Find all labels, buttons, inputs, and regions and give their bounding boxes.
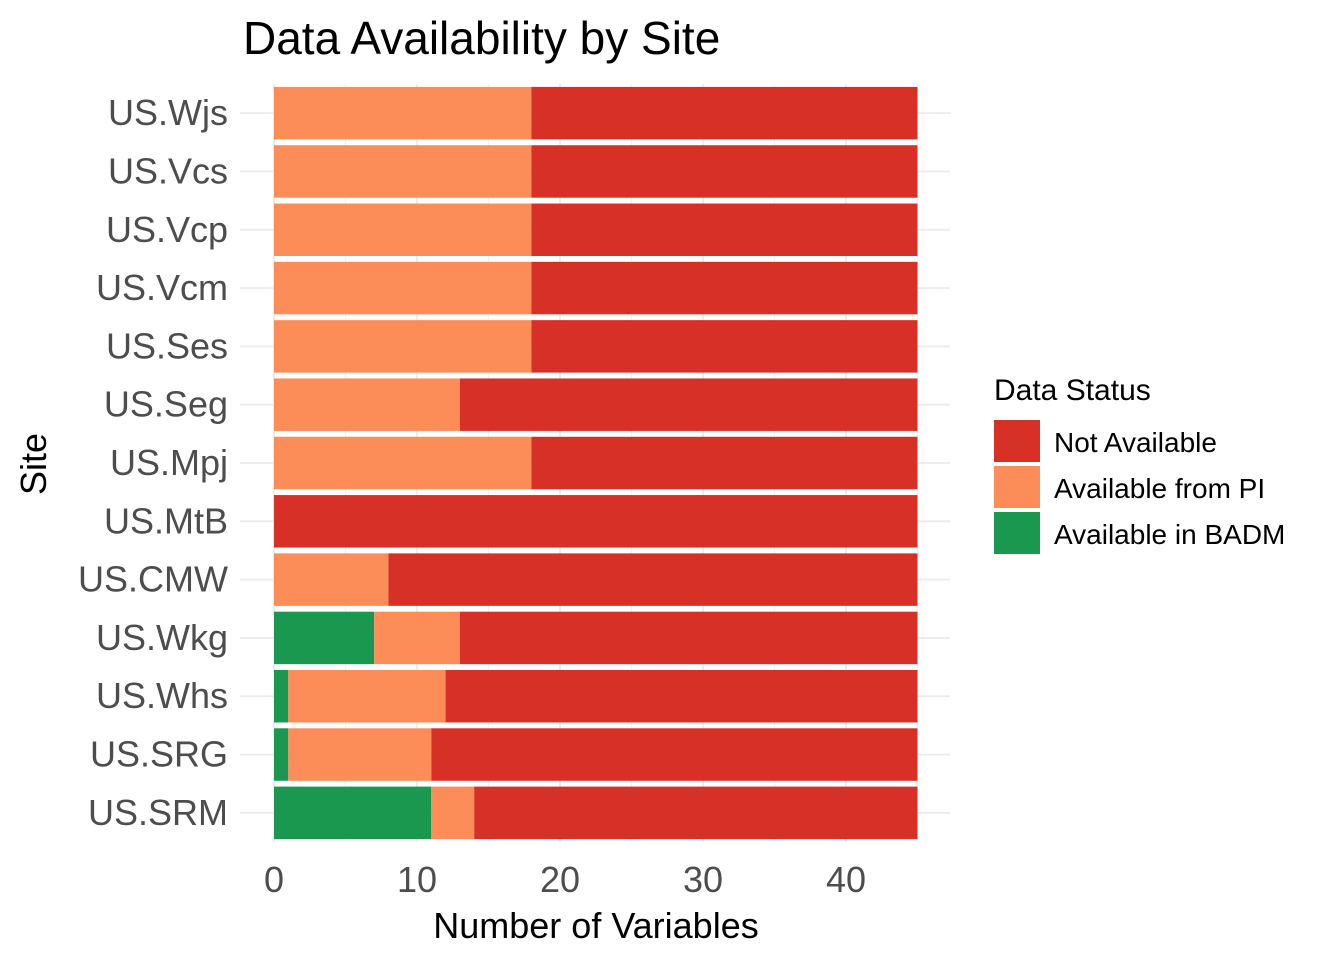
x-tick-labels: 0 10 20 30 40 xyxy=(264,859,866,900)
legend-label: Available in BADM xyxy=(1054,519,1285,550)
y-tick-label: US.Wkg xyxy=(96,617,228,658)
bar-segment xyxy=(274,378,460,431)
y-tick-label: US.Wjs xyxy=(108,92,228,133)
y-tick-label: US.CMW xyxy=(78,559,228,600)
y-tick-label: US.SRM xyxy=(88,792,228,833)
chart-title: Data Availability by Site xyxy=(243,12,720,64)
bar-segment xyxy=(288,728,432,781)
bar-segment xyxy=(274,436,532,490)
bar-segment xyxy=(459,378,918,431)
bar-segment xyxy=(274,261,532,315)
bar-segment xyxy=(274,669,289,723)
x-tick-label: 0 xyxy=(264,859,284,900)
y-tick-label: US.MtB xyxy=(104,500,228,541)
legend-label: Available from PI xyxy=(1054,473,1265,504)
x-tick-label: 40 xyxy=(826,859,866,900)
legend-swatch xyxy=(994,466,1040,508)
bar-segment xyxy=(388,553,918,606)
bar-segment xyxy=(531,261,918,315)
x-tick-label: 10 xyxy=(397,859,437,900)
bar-segment xyxy=(288,669,446,723)
x-tick-label: 20 xyxy=(540,859,580,900)
bars xyxy=(274,86,918,840)
legend-swatch xyxy=(994,420,1040,462)
x-tick-label: 30 xyxy=(683,859,723,900)
y-tick-label: US.Mpj xyxy=(110,442,228,483)
y-tick-labels: US.Wjs US.Vcs US.Vcp US.Vcm US.Ses US.Seg US.M… xyxy=(78,92,228,833)
bar-segment xyxy=(531,203,918,257)
y-axis-label: Site xyxy=(13,433,54,495)
y-tick-label: US.Seg xyxy=(104,384,228,425)
bar-segment xyxy=(431,728,918,781)
bar-segment xyxy=(274,786,432,840)
bar-segment xyxy=(374,611,460,665)
legend-swatch xyxy=(994,512,1040,554)
bar-segment xyxy=(274,611,375,665)
bar-segment xyxy=(431,786,475,840)
bar-segment xyxy=(474,786,918,840)
y-tick-label: US.Whs xyxy=(96,675,228,716)
bar-segment xyxy=(274,203,532,257)
legend: Data Status Not Available Available from … xyxy=(994,374,1285,554)
bar-segment xyxy=(531,145,918,198)
bar-segment xyxy=(531,86,918,140)
y-tick-label: US.Vcp xyxy=(106,209,228,250)
bar-segment xyxy=(274,86,532,140)
y-tick-label: US.Vcs xyxy=(108,150,228,191)
bar-segment xyxy=(274,553,389,606)
bar-segment xyxy=(445,669,918,723)
bar-segment xyxy=(274,495,918,548)
legend-label: Not Available xyxy=(1054,427,1217,458)
y-tick-label: US.Ses xyxy=(106,325,228,366)
bar-segment xyxy=(531,436,918,490)
bar-segment xyxy=(459,611,918,665)
bar-segment xyxy=(274,320,532,373)
bar-segment xyxy=(531,320,918,373)
y-tick-label: US.SRG xyxy=(90,734,228,775)
bar-segment xyxy=(274,728,289,781)
legend-title: Data Status xyxy=(994,374,1151,407)
x-axis-label: Number of Variables xyxy=(433,905,758,946)
bar-segment xyxy=(274,145,532,198)
y-tick-label: US.Vcm xyxy=(96,267,228,308)
